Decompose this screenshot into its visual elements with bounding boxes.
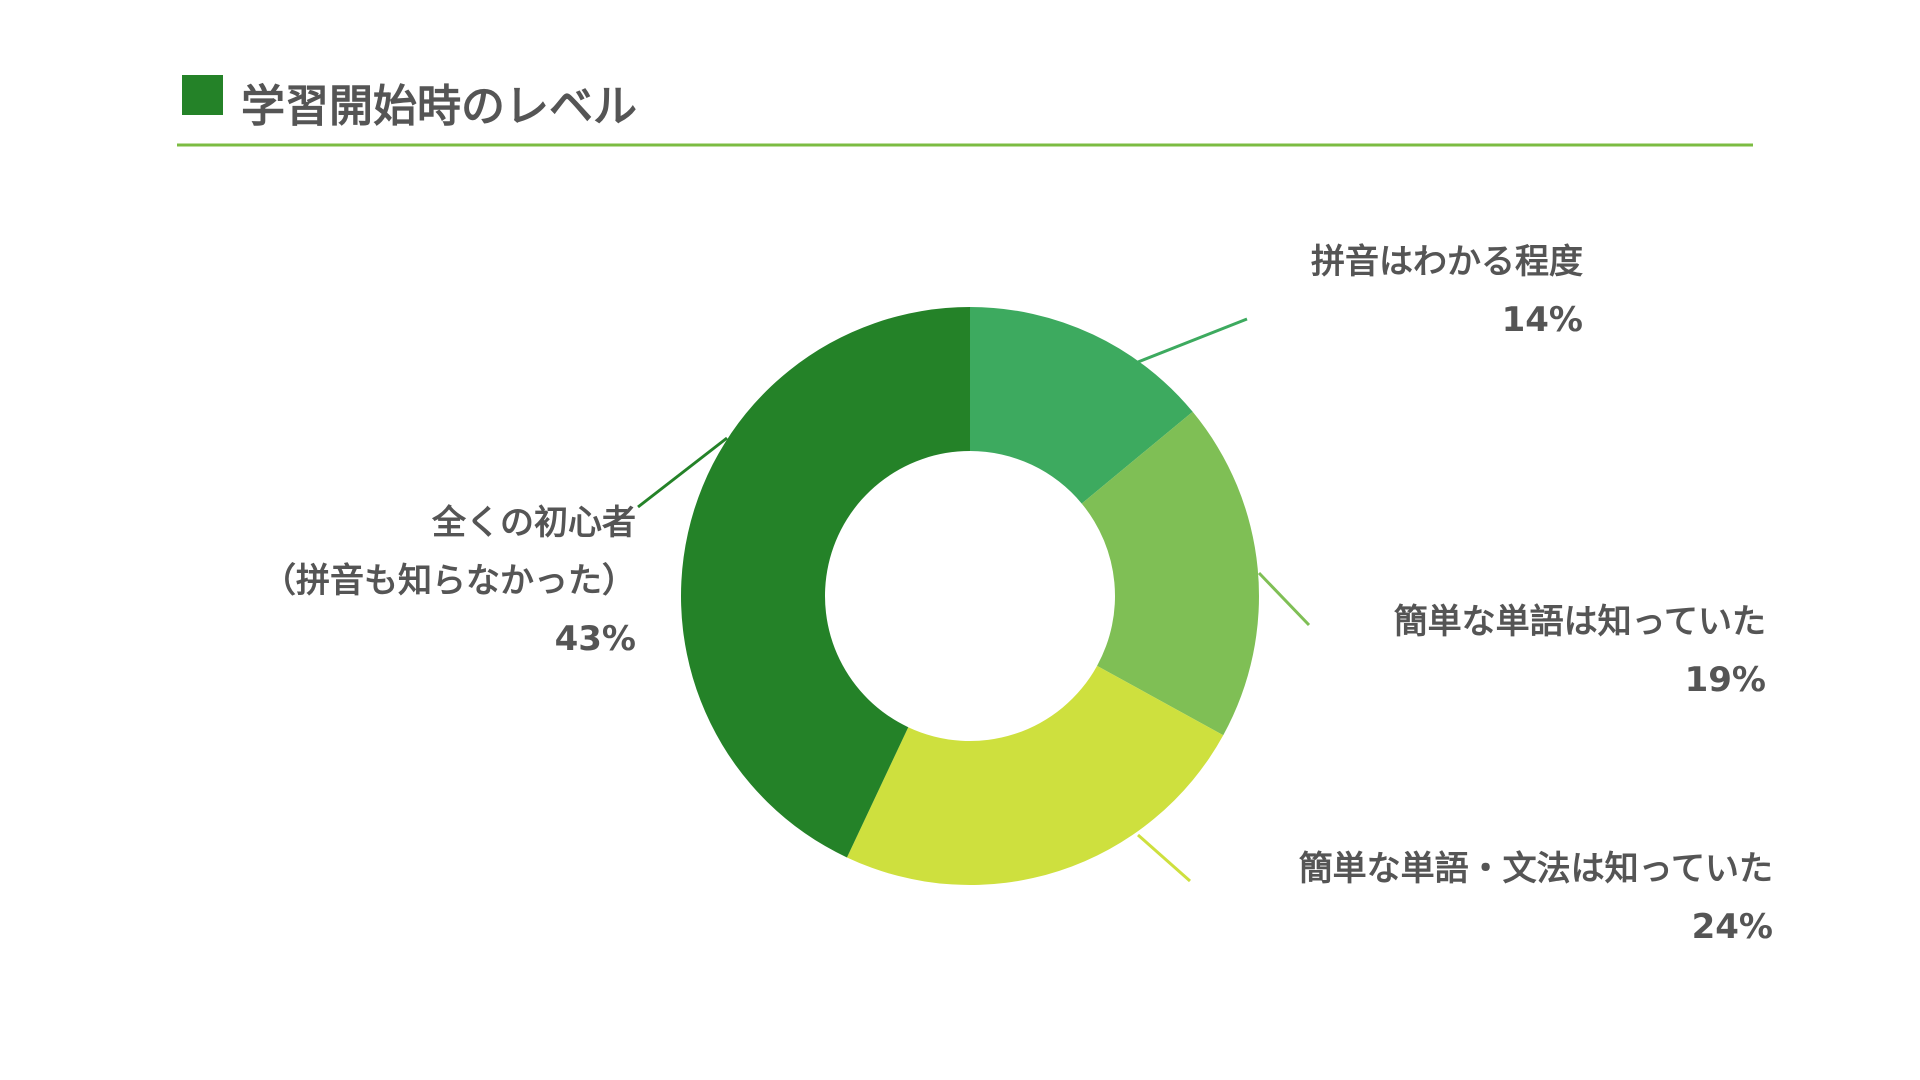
slice-label: 拼音はわかる程度 xyxy=(1311,242,1583,282)
slice-label: 簡単な単語・文法は知っていた xyxy=(1298,849,1773,889)
donut-slice xyxy=(680,307,970,858)
leader-line xyxy=(1137,833,1191,883)
slice-label: 全くの初心者 （拼音も知らなかった） xyxy=(262,503,636,601)
slice-value: 19% xyxy=(1684,660,1766,700)
slice-value: 24% xyxy=(1691,907,1773,947)
leader-line xyxy=(1257,571,1311,627)
title-marker xyxy=(182,75,223,115)
slice-label: 簡単な単語は知っていた xyxy=(1393,602,1766,642)
leader-line xyxy=(637,436,728,509)
donut-slice xyxy=(970,307,1193,504)
slice-value: 43% xyxy=(554,619,636,659)
slice-value: 14% xyxy=(1501,300,1583,340)
donut-slice xyxy=(1081,411,1259,736)
leader-line xyxy=(1137,317,1248,364)
donut-slice xyxy=(846,665,1224,886)
chart-title: 学習開始時のレベル xyxy=(241,81,637,132)
